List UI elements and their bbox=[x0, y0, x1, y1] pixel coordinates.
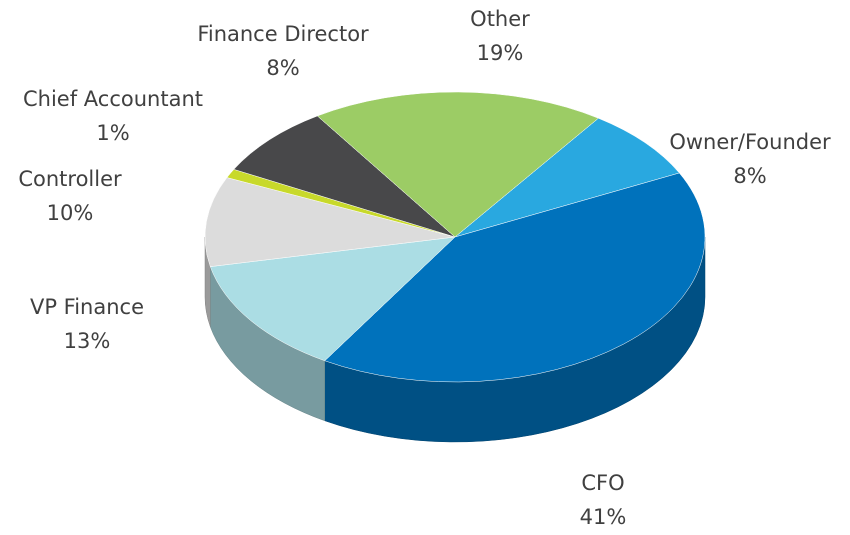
slice-label: VP Finance bbox=[30, 295, 144, 319]
slice-value-label: 41% bbox=[580, 505, 627, 529]
slice bbox=[324, 172, 706, 383]
slice-label: Owner/Founder bbox=[669, 130, 831, 154]
slice-label: Finance Director bbox=[197, 22, 369, 46]
slice-label: CFO bbox=[581, 471, 624, 495]
slice bbox=[209, 236, 456, 362]
slice bbox=[233, 115, 456, 238]
slice bbox=[454, 117, 680, 238]
slice-label: Other bbox=[470, 7, 530, 31]
slice-label: Controller bbox=[18, 167, 122, 191]
slice-value-label: 13% bbox=[64, 329, 111, 353]
slice-value-label: 19% bbox=[477, 41, 524, 65]
slice-value-label: 1% bbox=[96, 121, 129, 145]
slice-value-label: 10% bbox=[47, 201, 94, 225]
slice-label: Chief Accountant bbox=[23, 87, 203, 111]
slice bbox=[204, 177, 456, 267]
slice-value-label: 8% bbox=[733, 164, 766, 188]
slice-value-label: 8% bbox=[266, 56, 299, 80]
slice bbox=[316, 91, 599, 238]
